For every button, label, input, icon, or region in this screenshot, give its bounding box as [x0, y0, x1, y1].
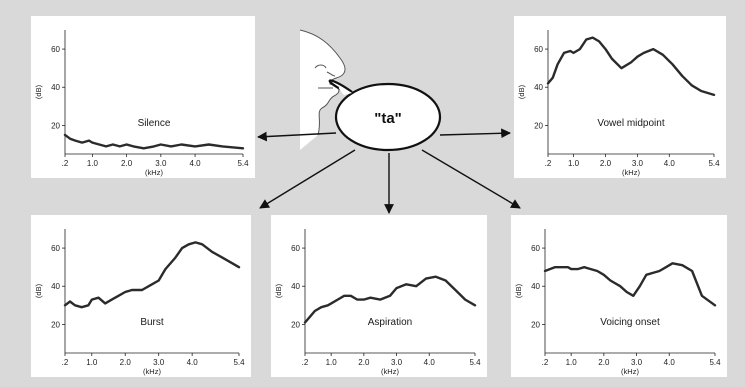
x-tick-label: 3.0: [391, 358, 403, 367]
panel-voicing: 20 40 60 .2 1.0 2.0 3.0 4.0 5.4 (kHz) (dB) Voicing …: [511, 215, 727, 377]
speech-bubble: "ta": [328, 79, 442, 152]
y-tick-label: 40: [534, 83, 543, 92]
x-tick-label: 1.0: [86, 358, 98, 367]
x-tick-label: 4.0: [187, 358, 199, 367]
y-tick-label: 60: [51, 45, 60, 54]
panel-title: Voicing onset: [600, 317, 660, 328]
x-tick-label: 3.0: [632, 159, 644, 168]
x-axis-label: (kHz): [381, 367, 399, 376]
panel-vowel: 20 40 60 .2 1.0 2.0 3.0 4.0 5.4 (kHz) (dB) Vowel mi…: [514, 16, 726, 178]
x-tick-label: 1.0: [566, 358, 578, 367]
x-tick-label: .2: [542, 358, 549, 367]
face-profile-illustration: [299, 29, 346, 150]
x-tick-label: 5.4: [708, 159, 720, 168]
x-tick-label: .2: [545, 159, 552, 168]
arrow-to-silence: [257, 131, 337, 142]
spectrum-line: [303, 275, 477, 324]
panel-title: Aspiration: [368, 317, 412, 328]
spectrum-line: [546, 36, 716, 97]
x-tick-label: 5.4: [237, 159, 249, 168]
y-tick-label: 20: [51, 320, 60, 329]
x-axis-label: (kHz): [143, 367, 161, 376]
y-axis-label: (dB): [34, 84, 43, 99]
panel-title: Burst: [140, 317, 164, 328]
y-tick-label: 40: [51, 282, 60, 291]
y-tick-label: 60: [534, 45, 543, 54]
x-tick-label: 4.0: [424, 358, 436, 367]
x-axis-label: (kHz): [622, 168, 640, 177]
y-tick-label: 40: [531, 282, 540, 291]
x-tick-label: 2.0: [121, 159, 133, 168]
spectrum-chart: 20 40 60 .2 1.0 2.0 3.0 4.0 5.4 (kHz) (dB) Vowel mi…: [517, 30, 720, 177]
spectrum-chart: 20 40 60 .2 1.0 2.0 3.0 4.0 5.4 (kHz) (dB) Aspirati…: [274, 229, 481, 376]
x-tick-label: .2: [62, 358, 69, 367]
spectrum-line: [543, 262, 717, 307]
spectrum-line: [63, 241, 241, 309]
spectrum-chart: 20 40 60 .2 1.0 2.0 3.0 4.0 5.4 (kHz) (dB) Silence: [34, 30, 249, 177]
x-tick-label: 3.0: [153, 358, 165, 367]
y-tick-label: 40: [291, 282, 300, 291]
x-tick-label: 4.0: [190, 159, 202, 168]
x-tick-label: 1.0: [568, 159, 580, 168]
y-axis-label: (dB): [34, 283, 43, 298]
x-tick-label: 4.0: [664, 159, 676, 168]
panel-title: Silence: [138, 118, 171, 129]
arrow-to-voicing: [421, 149, 521, 209]
arrow-to-burst: [259, 149, 356, 209]
x-tick-label: 3.0: [631, 358, 643, 367]
y-tick-label: 40: [51, 83, 60, 92]
y-tick-label: 20: [531, 320, 540, 329]
x-tick-label: 2.0: [358, 358, 370, 367]
x-tick-label: 2.0: [600, 159, 612, 168]
y-tick-label: 60: [51, 244, 60, 253]
x-tick-label: 5.4: [709, 358, 721, 367]
x-tick-label: 3.0: [155, 159, 167, 168]
y-axis-label: (dB): [274, 283, 283, 298]
y-tick-label: 20: [534, 121, 543, 130]
x-tick-label: .2: [62, 159, 69, 168]
panel-silence: 20 40 60 .2 1.0 2.0 3.0 4.0 5.4 (kHz) (dB) Silence: [31, 16, 255, 178]
spectrum-chart: 20 40 60 .2 1.0 2.0 3.0 4.0 5.4 (kHz) (dB) Burst: [34, 229, 245, 376]
panel-title: Vowel midpoint: [597, 118, 664, 129]
x-tick-label: 2.0: [120, 358, 132, 367]
y-tick-label: 20: [51, 121, 60, 130]
y-axis-label: (dB): [517, 84, 526, 99]
y-tick-label: 60: [291, 244, 300, 253]
x-tick-label: 4.0: [664, 358, 676, 367]
panel-burst: 20 40 60 .2 1.0 2.0 3.0 4.0 5.4 (kHz) (dB) Burst: [31, 215, 251, 377]
x-axis-label: (kHz): [145, 168, 163, 177]
bubble-text: "ta": [374, 110, 402, 127]
y-axis-label: (dB): [514, 283, 523, 298]
x-tick-label: 1.0: [326, 358, 338, 367]
arrow-to-vowel: [439, 128, 511, 139]
x-tick-label: 5.4: [233, 358, 245, 367]
x-tick-label: 1.0: [87, 159, 99, 168]
spectrum-line: [63, 133, 245, 150]
x-axis-label: (kHz): [621, 367, 639, 376]
spectrum-chart: 20 40 60 .2 1.0 2.0 3.0 4.0 5.4 (kHz) (dB) Voicing …: [514, 229, 721, 376]
y-tick-label: 20: [291, 320, 300, 329]
x-tick-label: 2.0: [598, 358, 610, 367]
panel-aspiration: 20 40 60 .2 1.0 2.0 3.0 4.0 5.4 (kHz) (dB) Aspirati…: [271, 215, 487, 377]
x-tick-label: .2: [302, 358, 309, 367]
x-tick-label: 5.4: [469, 358, 481, 367]
y-tick-label: 60: [531, 244, 540, 253]
